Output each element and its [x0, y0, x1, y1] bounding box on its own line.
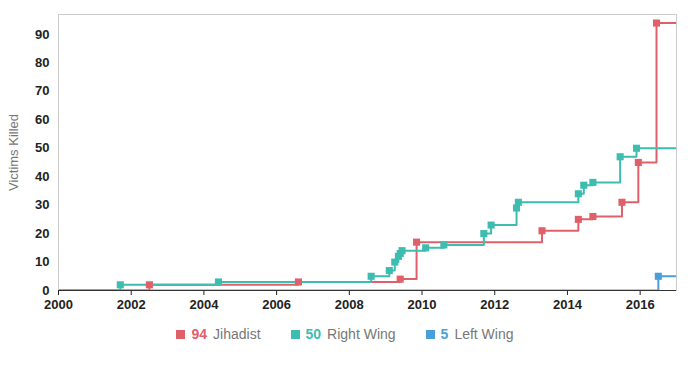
svg-text:2008: 2008 — [335, 297, 364, 312]
html-text:50 Right Wing: 50 Right Wing — [305, 326, 396, 342]
svg-text:2000: 2000 — [44, 297, 73, 312]
svg-text:90: 90 — [35, 27, 49, 42]
svg-text:40: 40 — [35, 169, 49, 184]
svg-text:2004: 2004 — [189, 297, 219, 312]
svg-text:20: 20 — [35, 226, 49, 241]
html-text:5 Left Wing: 5 Left Wing — [440, 326, 514, 342]
svg-text:60: 60 — [35, 112, 49, 127]
svg-text:50: 50 — [35, 140, 49, 155]
svg-text:2012: 2012 — [480, 297, 509, 312]
svg-text:70: 70 — [35, 83, 49, 98]
svg-text:0: 0 — [42, 283, 49, 298]
svg-text:2002: 2002 — [117, 297, 146, 312]
svg-text:2014: 2014 — [553, 297, 583, 312]
svg-text:2010: 2010 — [408, 297, 437, 312]
html-text:94 Jihadist: 94 Jihadist — [191, 326, 261, 342]
svg-text:2006: 2006 — [262, 297, 291, 312]
svg-text:Victims Killed: Victims Killed — [6, 114, 21, 191]
svg-text:80: 80 — [35, 55, 49, 70]
svg-text:30: 30 — [35, 197, 49, 212]
svg-text:2016: 2016 — [626, 297, 655, 312]
svg-text:10: 10 — [35, 254, 49, 269]
